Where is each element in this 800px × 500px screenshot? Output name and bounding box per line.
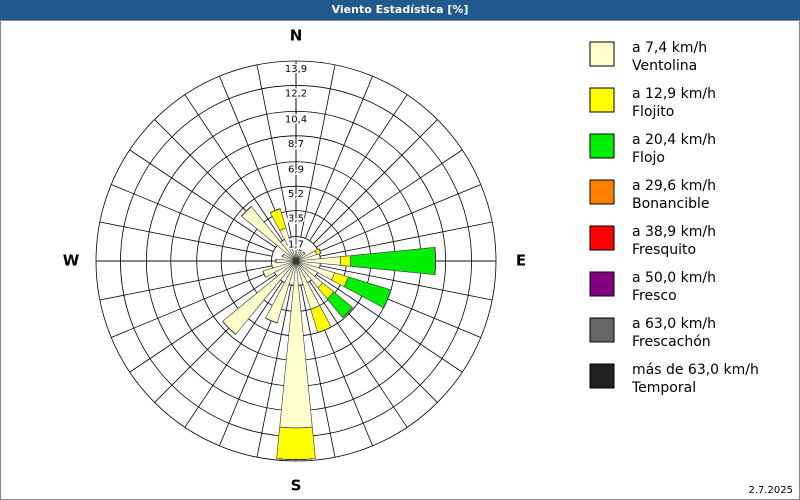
legend-description: Frescachón xyxy=(632,334,711,350)
spoke xyxy=(304,76,373,239)
spoke xyxy=(300,64,336,238)
legend-swatch xyxy=(589,317,615,343)
wedge xyxy=(262,270,266,278)
wedge xyxy=(303,251,306,254)
r-tick-label: 10,4 xyxy=(285,114,307,125)
legend-label: a 63,0 km/h xyxy=(632,316,716,332)
legend-label: a 50,0 km/h xyxy=(632,270,716,286)
spoke xyxy=(129,274,276,373)
legend-label: a 20,4 km/h xyxy=(632,132,716,148)
legend-label: a 12,9 km/h xyxy=(632,86,716,102)
legend-swatch xyxy=(589,363,615,389)
direction-label: W xyxy=(63,252,80,270)
legend-swatch xyxy=(589,133,615,159)
title-bar xyxy=(0,0,800,20)
legend-description: Bonancible xyxy=(632,196,709,212)
spoke xyxy=(319,265,493,301)
legend-description: Flojo xyxy=(632,150,665,166)
r-tick-label: 12,2 xyxy=(285,88,307,99)
spoke xyxy=(316,274,463,373)
direction-label: N xyxy=(290,27,303,45)
legend-swatch xyxy=(589,87,615,113)
r-tick-label: 6,9 xyxy=(288,165,304,176)
legend-swatch xyxy=(589,179,615,205)
spoke xyxy=(309,94,408,241)
chart-title: Viento Estadística [%] xyxy=(332,3,469,16)
direction-label: E xyxy=(516,252,526,270)
date: 2.7.2025 xyxy=(748,485,793,496)
legend-swatch xyxy=(589,41,615,67)
spoke xyxy=(300,284,336,458)
wedge xyxy=(222,321,236,335)
legend-label: a 29,6 km/h xyxy=(632,178,716,194)
wedge xyxy=(434,247,436,275)
spoke xyxy=(129,149,276,248)
wedge xyxy=(270,208,281,214)
r-tick-label: 8,7 xyxy=(288,139,304,150)
wedge xyxy=(383,289,392,308)
spoke xyxy=(316,149,463,248)
legend-swatch xyxy=(589,225,615,251)
spoke xyxy=(184,94,283,241)
spoke xyxy=(99,265,273,301)
wedge xyxy=(265,317,278,324)
spoke xyxy=(313,119,438,244)
spoke xyxy=(99,221,273,257)
r-tick-label: 3,5 xyxy=(288,214,304,225)
r-tick-label: 13,9 xyxy=(285,64,307,75)
wedge xyxy=(276,458,316,460)
direction-label: S xyxy=(291,477,302,495)
wedge xyxy=(281,254,284,257)
legend-description: Temporal xyxy=(631,380,696,396)
spoke xyxy=(184,281,283,428)
spoke xyxy=(256,64,292,238)
spoke xyxy=(309,281,408,428)
spoke xyxy=(111,269,274,338)
wedge xyxy=(340,255,351,267)
spoke xyxy=(256,284,292,458)
legend-description: Fresquito xyxy=(632,242,696,258)
legend-swatch xyxy=(589,271,615,297)
r-tick-label: 5,2 xyxy=(288,189,304,200)
legend-description: Flojito xyxy=(632,104,674,120)
legend-label: a 38,9 km/h xyxy=(632,224,716,240)
legend-label: más de 63,0 km/h xyxy=(632,362,759,378)
legend-description: Ventolina xyxy=(632,58,697,74)
r-tick-label: 1,7 xyxy=(288,240,304,251)
spoke xyxy=(319,221,493,257)
legend-label: a 7,4 km/h xyxy=(632,40,707,56)
spoke xyxy=(318,184,481,253)
wedge xyxy=(241,206,252,217)
wedge xyxy=(276,426,316,460)
legend-description: Fresco xyxy=(632,288,677,304)
spoke xyxy=(111,184,274,253)
